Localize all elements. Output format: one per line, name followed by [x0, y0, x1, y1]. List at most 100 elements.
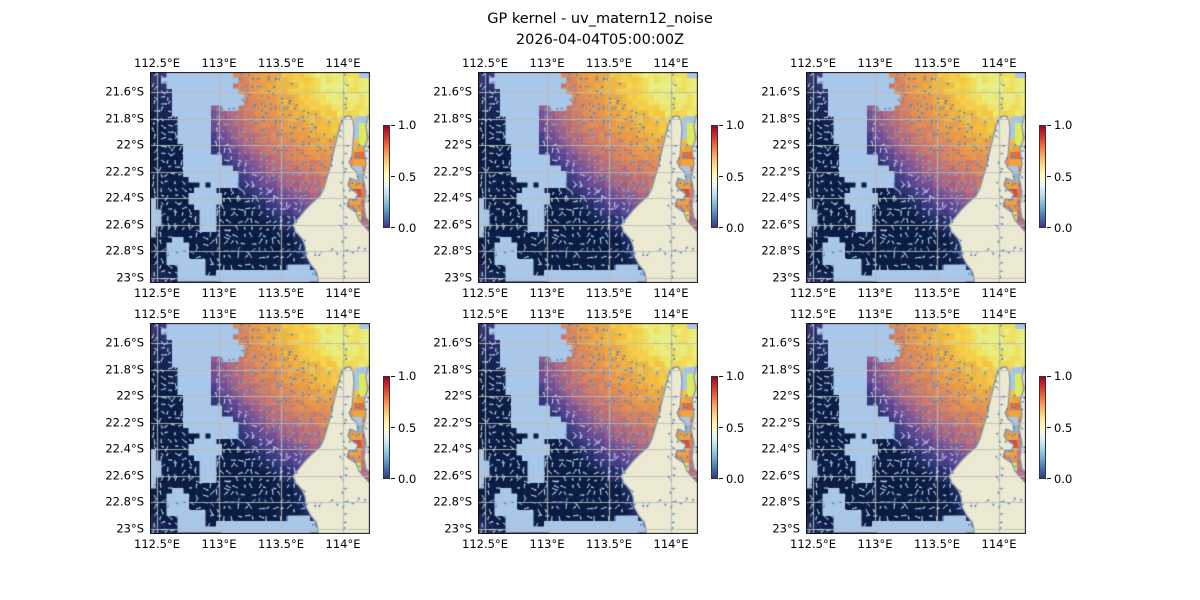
- lon-tick-label-top: 113.5°E: [586, 56, 632, 70]
- lon-tick-label-bottom: 113.5°E: [914, 537, 960, 551]
- lat-tick-label: 21.6°S: [761, 84, 800, 99]
- colorbar-tick: [391, 477, 395, 479]
- lon-tick-label-bottom: 112.5°E: [134, 537, 180, 551]
- lat-tick-label: 22.4°S: [433, 441, 472, 456]
- lon-tick-label-bottom: 113°E: [201, 286, 237, 300]
- lon-tick-label-top: 112.5°E: [790, 56, 836, 70]
- lat-tick-label: 21.6°S: [433, 84, 472, 99]
- map-panel-r0c0: [150, 72, 370, 283]
- lat-tick-label: 21.6°S: [761, 335, 800, 350]
- lon-tick-label-bottom: 113°E: [857, 286, 893, 300]
- lon-tick-label-top: 113.5°E: [258, 307, 304, 321]
- lon-tick-label-top: 113.5°E: [914, 307, 960, 321]
- lat-tick-label: 23°S: [444, 270, 472, 285]
- lat-tick-label: 22.8°S: [105, 494, 144, 509]
- map-panel-r0c1: [478, 72, 698, 283]
- colorbar-tick-label: 0.0: [398, 472, 417, 486]
- colorbar-tick: [1047, 376, 1051, 378]
- lon-tick-label-top: 114°E: [981, 307, 1017, 321]
- figure-subtitle: 2026-04-04T05:00:00Z: [515, 32, 685, 48]
- lat-tick-label: 23°S: [772, 521, 800, 536]
- map-panel-r1c2: [806, 323, 1026, 534]
- colorbar-gradient: [711, 376, 718, 479]
- lat-tick-label: 21.8°S: [433, 111, 472, 126]
- colorbar-tick: [719, 125, 723, 127]
- colorbar: 1.0 0.5 0.0: [711, 118, 751, 235]
- map-canvas: [478, 323, 698, 534]
- lat-tick-label: 22.6°S: [761, 217, 800, 232]
- colorbar-tick-label: 0.5: [398, 420, 417, 435]
- lon-tick-label-top: 112.5°E: [134, 56, 180, 70]
- lon-tick-label-top: 113°E: [201, 307, 237, 321]
- lon-tick-label-bottom: 113.5°E: [586, 537, 632, 551]
- lon-tick-label-top: 114°E: [653, 56, 689, 70]
- lon-tick-label-top: 113°E: [529, 307, 565, 321]
- lat-tick-label: 21.8°S: [433, 362, 472, 377]
- lat-tick-label: 22.8°S: [433, 243, 472, 258]
- lat-tick-label: 22.4°S: [761, 190, 800, 205]
- lon-tick-label-bottom: 114°E: [653, 537, 689, 551]
- lon-tick-label-bottom: 112.5°E: [462, 537, 508, 551]
- lat-tick-label: 23°S: [116, 521, 144, 536]
- lon-tick-label-top: 114°E: [325, 56, 361, 70]
- lat-tick-label: 22.8°S: [433, 494, 472, 509]
- colorbar-tick-label: 1.0: [398, 369, 417, 383]
- lon-tick-label-top: 112.5°E: [462, 56, 508, 70]
- lat-tick-label: 22.2°S: [433, 164, 472, 179]
- colorbar-tick: [391, 426, 395, 429]
- lon-tick-label-bottom: 114°E: [981, 537, 1017, 551]
- lat-tick-label: 23°S: [444, 521, 472, 536]
- lat-tick-label: 22°S: [772, 137, 800, 152]
- colorbar-tick-label: 1.0: [726, 118, 745, 132]
- colorbar-tick-label: 0.5: [398, 169, 417, 184]
- colorbar-gradient: [711, 125, 718, 228]
- colorbar: 1.0 0.5 0.0: [383, 118, 423, 235]
- lat-tick-label: 22°S: [444, 388, 472, 403]
- lon-tick-label-bottom: 113°E: [201, 537, 237, 551]
- map-canvas: [806, 72, 1026, 283]
- lon-tick-label-bottom: 113°E: [529, 537, 565, 551]
- lon-tick-label-bottom: 112.5°E: [134, 286, 180, 300]
- map-panel-r0c2: [806, 72, 1026, 283]
- colorbar-tick: [1047, 477, 1051, 479]
- lon-tick-label-bottom: 112.5°E: [790, 286, 836, 300]
- lat-tick-label: 21.6°S: [105, 84, 144, 99]
- lon-tick-label-bottom: 114°E: [981, 286, 1017, 300]
- map-canvas: [478, 72, 698, 283]
- colorbar: 1.0 0.5 0.0: [383, 369, 423, 486]
- colorbar-tick-label: 1.0: [726, 369, 745, 383]
- lat-tick-label: 22.6°S: [105, 468, 144, 483]
- lat-tick-label: 22.4°S: [761, 441, 800, 456]
- colorbar-gradient: [383, 376, 390, 479]
- colorbar-tick-label: 0.0: [726, 472, 745, 486]
- lon-tick-label-bottom: 113°E: [529, 286, 565, 300]
- lat-tick-label: 22.4°S: [105, 441, 144, 456]
- colorbar-tick-label: 0.0: [1054, 472, 1073, 486]
- lon-tick-label-top: 113°E: [529, 56, 565, 70]
- lat-tick-label: 21.6°S: [105, 335, 144, 350]
- lat-tick-label: 22°S: [444, 137, 472, 152]
- map-canvas: [806, 323, 1026, 534]
- colorbar-tick-label: 0.5: [726, 420, 745, 435]
- colorbar-tick: [719, 376, 723, 378]
- lon-tick-label-top: 112.5°E: [134, 307, 180, 321]
- colorbar-tick-label: 0.5: [726, 169, 745, 184]
- lat-tick-label: 22.8°S: [761, 243, 800, 258]
- lon-tick-label-top: 112.5°E: [462, 307, 508, 321]
- lon-tick-label-top: 113°E: [857, 307, 893, 321]
- colorbar: 1.0 0.5 0.0: [711, 369, 751, 486]
- lat-tick-label: 21.8°S: [105, 362, 144, 377]
- colorbar-tick-label: 0.0: [398, 221, 417, 235]
- colorbar-tick: [1047, 226, 1051, 228]
- colorbar-tick: [719, 477, 723, 479]
- colorbar-gradient: [383, 125, 390, 228]
- lon-tick-label-bottom: 112.5°E: [790, 537, 836, 551]
- colorbar-tick: [391, 175, 395, 178]
- colorbar-tick: [719, 426, 723, 429]
- lat-tick-label: 22.2°S: [433, 415, 472, 430]
- lat-tick-label: 22°S: [116, 388, 144, 403]
- lon-tick-label-bottom: 113.5°E: [258, 286, 304, 300]
- lat-tick-label: 23°S: [116, 270, 144, 285]
- lon-tick-label-top: 113.5°E: [258, 56, 304, 70]
